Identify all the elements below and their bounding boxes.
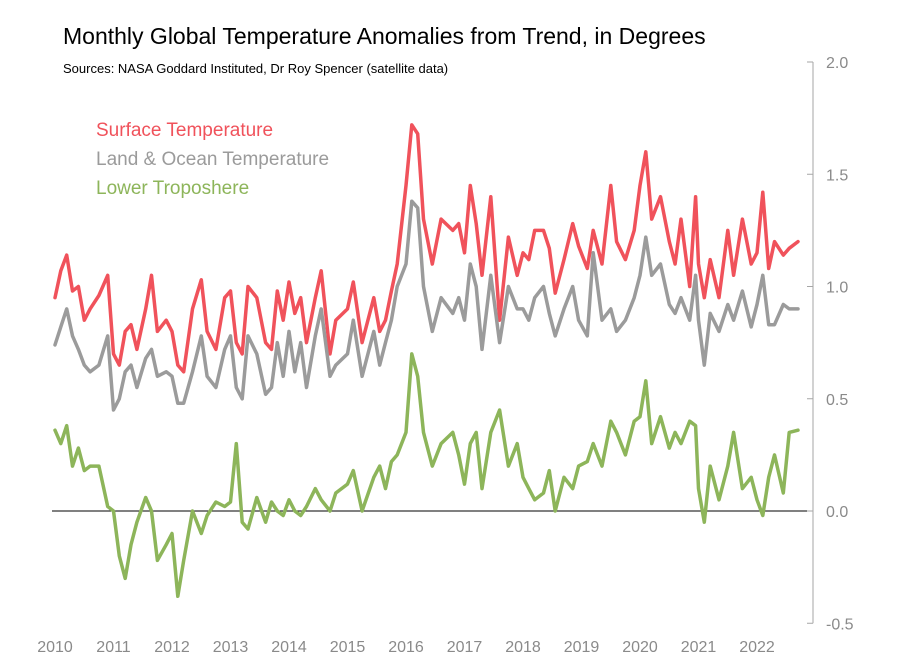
y-axis: 2.0 1.5 1.0 0.5 0.0 -0.5 xyxy=(807,55,854,633)
x-tick-label: 2014 xyxy=(271,639,307,656)
x-tick-label: 2019 xyxy=(564,639,600,656)
y-tick-label: 1.0 xyxy=(826,280,848,297)
surface-temperature-line xyxy=(53,123,800,374)
x-tick-label: 2016 xyxy=(388,639,424,656)
legend-land-ocean-temperature: Land & Ocean Temperature xyxy=(96,149,329,170)
legend-surface-temperature: Surface Temperature xyxy=(96,120,273,141)
chart-subtitle: Sources: NASA Goddard Instituted, Dr Roy… xyxy=(63,61,448,76)
x-tick-label: 2021 xyxy=(681,639,717,656)
x-tick-label: 2018 xyxy=(505,639,541,656)
x-tick-label: 2017 xyxy=(447,639,483,656)
x-tick-label: 2013 xyxy=(213,639,249,656)
y-tick-label: 2.0 xyxy=(826,55,848,72)
legend: Surface Temperature Land & Ocean Tempera… xyxy=(96,120,329,199)
y-tick-label: 0.5 xyxy=(826,392,848,409)
y-tick-label: -0.5 xyxy=(826,616,854,633)
chart-title: Monthly Global Temperature Anomalies fro… xyxy=(63,23,706,49)
y-tick-label: 0.0 xyxy=(826,504,848,521)
y-tick-label: 1.5 xyxy=(826,167,848,184)
legend-lower-troposhere: Lower Troposhere xyxy=(96,178,249,199)
x-axis: 2010 2011 2012 2013 2014 2015 2016 2017 2018 2019… xyxy=(37,639,775,656)
land-ocean-temperature-line xyxy=(53,199,800,412)
x-tick-label: 2020 xyxy=(622,639,658,656)
lower-troposhere-line xyxy=(53,352,800,599)
x-tick-label: 2015 xyxy=(330,639,366,656)
x-tick-label: 2022 xyxy=(739,639,775,656)
x-tick-label: 2012 xyxy=(154,639,190,656)
x-tick-label: 2010 xyxy=(37,639,73,656)
x-tick-label: 2011 xyxy=(96,639,131,656)
series-lines xyxy=(53,123,800,599)
